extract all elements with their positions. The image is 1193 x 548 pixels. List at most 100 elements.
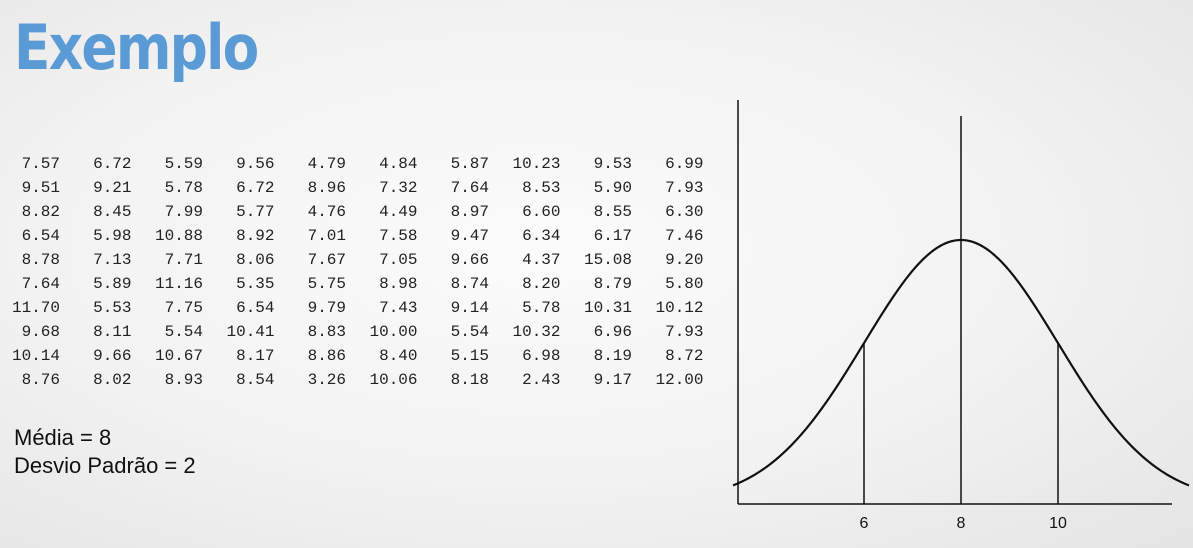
table-cell: 8.53 [522,179,561,197]
table-cell: 5.80 [665,275,704,293]
table-cell: 7.75 [164,299,203,317]
table-cell: 10.32 [512,323,561,341]
table-row: 10.14 9.66 10.67 8.17 8.86 8.40 5.15 6.98 8.19 8.… [10,344,704,368]
table-cell: 8.72 [665,347,704,365]
table-cell: 5.90 [593,179,632,197]
table-cell: 6.72 [236,179,275,197]
x-tick-label: 8 [957,515,966,532]
page-title: Exemplo [14,11,259,84]
table-cell: 7.93 [665,179,704,197]
table-cell: 8.02 [93,371,132,389]
table-cell: 5.53 [93,299,132,317]
summary-stats: Média = 8 Desvio Padrão = 2 [14,424,196,480]
x-tick-label: 6 [860,515,869,532]
table-cell: 9.47 [450,227,489,245]
table-cell: 3.26 [307,371,346,389]
std-dev-label: Desvio Padrão = 2 [14,453,196,478]
table-row: 6.54 5.98 10.88 8.92 7.01 7.58 9.47 6.34 6.17 7.4… [10,224,704,248]
table-cell: 5.54 [164,323,203,341]
table-cell: 7.64 [450,179,489,197]
table-cell: 8.17 [236,347,275,365]
table-row: 7.64 5.89 11.16 5.35 5.75 8.98 8.74 8.20 8.79 5.8… [10,272,704,296]
table-cell: 10.06 [369,371,418,389]
table-cell: 5.78 [522,299,561,317]
table-cell: 7.46 [665,227,704,245]
table-cell: 7.57 [21,155,60,173]
table-cell: 6.60 [522,203,561,221]
table-cell: 8.98 [379,275,418,293]
table-cell: 10.67 [154,347,203,365]
table-cell: 6.98 [522,347,561,365]
table-cell: 6.96 [593,323,632,341]
table-cell: 4.49 [379,203,418,221]
table-cell: 7.32 [379,179,418,197]
table-cell: 8.20 [522,275,561,293]
table-cell: 5.77 [236,203,275,221]
table-cell: 11.16 [154,275,203,293]
table-row: 7.57 6.72 5.59 9.56 4.79 4.84 5.87 10.23 9.53 6.9… [10,152,704,176]
table-cell: 6.30 [665,203,704,221]
table-cell: 9.51 [21,179,60,197]
sample-data-table: 7.57 6.72 5.59 9.56 4.79 4.84 5.87 10.23 9.53 6.9… [10,152,704,392]
table-cell: 2.43 [522,371,561,389]
table-cell: 4.76 [307,203,346,221]
table-cell: 9.53 [593,155,632,173]
table-cell: 8.92 [236,227,275,245]
table-cell: 8.96 [307,179,346,197]
table-row: 9.68 8.11 5.54 10.41 8.83 10.00 5.54 10.32 6.96 7… [10,320,704,344]
table-cell: 9.68 [21,323,60,341]
table-cell: 7.01 [307,227,346,245]
table-cell: 7.93 [665,323,704,341]
table-row: 8.82 8.45 7.99 5.77 4.76 4.49 8.97 6.60 8.55 6.30 [10,200,704,224]
table-cell: 9.20 [665,251,704,269]
table-cell: 8.78 [21,251,60,269]
table-cell: 8.82 [21,203,60,221]
table-cell: 5.75 [307,275,346,293]
normal-curve [732,238,1190,487]
table-cell: 5.87 [450,155,489,173]
table-cell: 9.66 [450,251,489,269]
table-cell: 8.86 [307,347,346,365]
table-cell: 8.83 [307,323,346,341]
table-cell: 7.13 [93,251,132,269]
table-cell: 6.17 [593,227,632,245]
table-cell: 10.41 [226,323,275,341]
table-cell: 5.78 [164,179,203,197]
table-cell: 8.45 [93,203,132,221]
table-cell: 12.00 [655,371,704,389]
table-cell: 7.71 [164,251,203,269]
table-cell: 10.00 [369,323,418,341]
table-row: 11.70 5.53 7.75 6.54 9.79 7.43 9.14 5.78 10.31 10… [10,296,704,320]
table-cell: 6.72 [93,155,132,173]
table-cell: 7.67 [307,251,346,269]
table-cell: 9.56 [236,155,275,173]
table-cell: 5.89 [93,275,132,293]
table-cell: 6.99 [665,155,704,173]
table-cell: 8.54 [236,371,275,389]
table-row: 8.78 7.13 7.71 8.06 7.67 7.05 9.66 4.37 15.08 9.2… [10,248,704,272]
table-cell: 9.14 [450,299,489,317]
table-cell: 8.19 [593,347,632,365]
table-cell: 8.76 [21,371,60,389]
table-cell: 10.12 [655,299,704,317]
table-cell: 7.64 [21,275,60,293]
table-cell: 7.05 [379,251,418,269]
table-row: 8.76 8.02 8.93 8.54 3.26 10.06 8.18 2.43 9.17 12.… [10,368,704,392]
table-cell: 6.34 [522,227,561,245]
table-cell: 15.08 [583,251,632,269]
table-cell: 10.23 [512,155,561,173]
table-cell: 8.74 [450,275,489,293]
table-cell: 5.98 [93,227,132,245]
table-cell: 8.97 [450,203,489,221]
table-cell: 8.93 [164,371,203,389]
table-cell: 7.99 [164,203,203,221]
table-cell: 8.11 [93,323,132,341]
table-cell: 9.17 [593,371,632,389]
table-cell: 9.79 [307,299,346,317]
table-cell: 8.40 [379,347,418,365]
table-cell: 8.79 [593,275,632,293]
table-cell: 7.43 [379,299,418,317]
table-row: 9.51 9.21 5.78 6.72 8.96 7.32 7.64 8.53 5.90 7.93 [10,176,704,200]
table-cell: 5.59 [164,155,203,173]
